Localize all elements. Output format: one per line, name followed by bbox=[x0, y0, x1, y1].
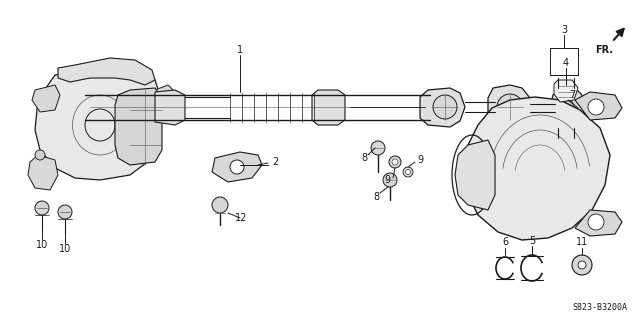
Circle shape bbox=[212, 197, 228, 213]
Text: 8: 8 bbox=[361, 153, 367, 163]
Circle shape bbox=[35, 201, 49, 215]
Text: 11: 11 bbox=[576, 237, 588, 247]
Text: 10: 10 bbox=[59, 244, 71, 254]
Polygon shape bbox=[312, 90, 345, 125]
Circle shape bbox=[230, 160, 244, 174]
Polygon shape bbox=[28, 155, 58, 190]
Polygon shape bbox=[420, 88, 465, 127]
Polygon shape bbox=[488, 85, 532, 130]
Circle shape bbox=[433, 95, 457, 119]
Polygon shape bbox=[58, 58, 155, 85]
Circle shape bbox=[578, 261, 586, 269]
Text: 5: 5 bbox=[529, 236, 535, 246]
Circle shape bbox=[383, 173, 397, 187]
Text: 3: 3 bbox=[561, 25, 567, 35]
Polygon shape bbox=[550, 88, 584, 128]
Text: 8: 8 bbox=[373, 192, 379, 202]
Text: 7: 7 bbox=[569, 90, 575, 100]
Circle shape bbox=[497, 94, 523, 120]
Circle shape bbox=[371, 141, 385, 155]
Circle shape bbox=[58, 205, 72, 219]
Text: 2: 2 bbox=[272, 157, 278, 167]
Polygon shape bbox=[155, 85, 178, 115]
Text: 9: 9 bbox=[417, 155, 423, 165]
Text: 12: 12 bbox=[235, 213, 248, 223]
Text: 10: 10 bbox=[36, 240, 48, 250]
Polygon shape bbox=[575, 210, 622, 236]
Polygon shape bbox=[35, 65, 160, 180]
Circle shape bbox=[588, 99, 604, 115]
Circle shape bbox=[389, 156, 401, 168]
Circle shape bbox=[403, 167, 413, 177]
Polygon shape bbox=[455, 140, 495, 210]
Text: FR.: FR. bbox=[595, 45, 613, 55]
Polygon shape bbox=[465, 97, 610, 240]
Circle shape bbox=[392, 159, 398, 165]
Circle shape bbox=[572, 255, 592, 275]
Text: S823-B3200A: S823-B3200A bbox=[573, 303, 627, 313]
Circle shape bbox=[35, 150, 45, 160]
Polygon shape bbox=[115, 88, 162, 165]
Text: 6: 6 bbox=[502, 237, 508, 247]
Circle shape bbox=[588, 214, 604, 230]
Circle shape bbox=[406, 169, 410, 174]
Polygon shape bbox=[155, 90, 185, 125]
Polygon shape bbox=[212, 152, 262, 182]
Text: 4: 4 bbox=[563, 58, 569, 68]
Polygon shape bbox=[575, 92, 622, 120]
Polygon shape bbox=[32, 85, 60, 112]
Text: 1: 1 bbox=[237, 45, 243, 55]
Text: 9: 9 bbox=[384, 175, 390, 185]
Circle shape bbox=[558, 99, 574, 115]
Polygon shape bbox=[554, 80, 578, 102]
